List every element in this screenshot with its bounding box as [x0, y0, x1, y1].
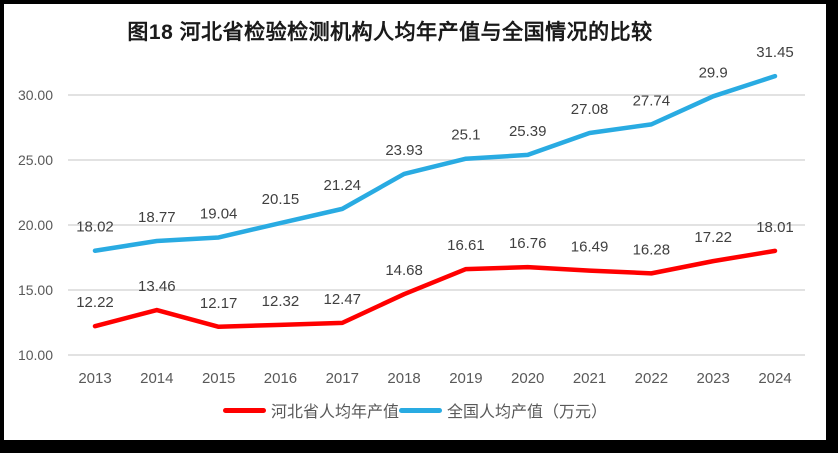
data-label: 20.15	[262, 191, 300, 208]
data-label: 19.04	[200, 205, 238, 222]
legend-label-hebei: 河北省人均年产值	[270, 404, 399, 421]
x-axis-tick-label: 2016	[264, 370, 297, 387]
chart-title: 图18 河北省检验检测机构人均年产值与全国情况的比较	[127, 21, 653, 44]
legend-swatch-blue-line-icon	[399, 407, 442, 413]
x-axis-tick-label: 2020	[511, 370, 544, 387]
data-label: 31.45	[756, 44, 794, 61]
data-label: 29.9	[699, 64, 728, 81]
data-label: 27.74	[633, 92, 671, 109]
legend-label-national: 全国人均产值（万元）	[447, 404, 608, 421]
data-label: 16.49	[571, 239, 609, 256]
y-axis-tick-label: 10.00	[18, 347, 53, 363]
data-label: 13.46	[138, 278, 176, 295]
legend: 河北省人均年产值 全国人均产值（万元）	[4, 398, 826, 422]
x-axis-tick-label: 2017	[326, 370, 359, 387]
series-line[interactable]	[92, 248, 778, 330]
x-axis-tick-label: 2022	[635, 370, 668, 387]
x-axis-tick-label: 2019	[449, 370, 482, 387]
data-label: 25.39	[509, 123, 547, 140]
y-axis-tick-label: 15.00	[18, 282, 53, 298]
data-label: 12.32	[262, 293, 300, 310]
line-chart-plot-area: 10.00 15.00 20.00 25.00 30.00 2013 2014 2015 201…	[18, 44, 805, 387]
legend-swatch-red-line-icon	[222, 407, 266, 413]
data-label: 17.22	[694, 229, 732, 246]
data-label: 12.22	[76, 294, 114, 311]
x-axis-tick-label: 2023	[696, 370, 729, 387]
data-label: 21.24	[323, 177, 361, 194]
data-label: 12.17	[200, 295, 238, 312]
chart-canvas: 图18 河北省检验检测机构人均年产值与全国情况的比较 10.00 15.00 20.…	[4, 4, 826, 440]
y-axis-tick-label: 30.00	[18, 87, 53, 103]
x-axis-tick-label: 2018	[387, 370, 420, 387]
x-axis-tick-label: 2015	[202, 370, 235, 387]
y-axis-tick-label: 20.00	[18, 217, 53, 233]
legend-item-hebei[interactable]: 河北省人均年产值	[222, 398, 399, 422]
data-label: 16.61	[447, 237, 485, 254]
legend-item-national[interactable]: 全国人均产值（万元）	[399, 398, 607, 422]
x-axis-tick-label: 2021	[573, 370, 606, 387]
x-axis-tick-label: 2014	[140, 370, 173, 387]
data-label: 25.1	[451, 127, 480, 144]
data-label: 16.76	[509, 235, 547, 252]
data-label: 18.02	[76, 219, 114, 236]
series-line[interactable]	[92, 73, 778, 253]
data-label: 12.47	[323, 291, 361, 308]
data-label: 18.01	[756, 219, 794, 236]
data-label: 27.08	[571, 101, 609, 118]
y-axis-tick-label: 25.00	[18, 152, 53, 168]
data-label: 23.93	[385, 142, 423, 159]
data-label: 18.77	[138, 209, 176, 226]
data-label: 14.68	[385, 262, 423, 279]
data-label: 16.28	[633, 241, 671, 258]
x-axis-tick-label: 2024	[758, 370, 791, 387]
x-axis-tick-label: 2013	[78, 370, 111, 387]
